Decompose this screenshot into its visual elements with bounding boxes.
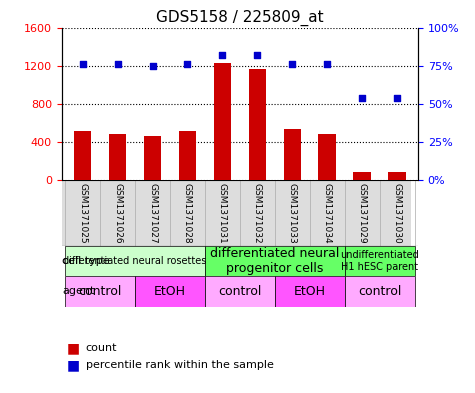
Text: EtOH: EtOH [154,285,186,298]
Title: GDS5158 / 225809_at: GDS5158 / 225809_at [156,10,323,26]
Bar [109,134,126,180]
Point [393,95,401,101]
Bar [135,276,205,307]
Text: cell type: cell type [62,256,110,266]
Text: GSM1371028: GSM1371028 [183,184,192,244]
Text: ■: ■ [66,341,80,355]
Bar [353,172,371,180]
Bar [275,276,345,307]
Text: undifferentiated
H1 hESC parent: undifferentiated H1 hESC parent [340,250,419,272]
Text: differentiated neural
progenitor cells: differentiated neural progenitor cells [210,247,340,275]
Text: EtOH: EtOH [294,285,326,298]
Text: GSM1371030: GSM1371030 [392,184,401,244]
Text: GSM1371032: GSM1371032 [253,184,262,244]
Bar [179,132,196,180]
Bar [345,246,415,276]
Text: ■: ■ [66,358,80,373]
Bar [214,63,231,180]
Bar [65,246,205,276]
Text: control: control [78,285,122,298]
Bar [74,130,91,180]
Text: GSM1371027: GSM1371027 [148,184,157,244]
Bar [65,276,135,307]
Point [79,61,86,67]
Text: GSM1371031: GSM1371031 [218,184,227,244]
Text: differentiated neural rosettes: differentiated neural rosettes [63,256,207,266]
Text: GSM1371033: GSM1371033 [288,184,297,244]
Point [254,52,261,58]
Text: GSM1371026: GSM1371026 [113,184,122,244]
Bar [248,68,266,180]
Point [323,61,331,67]
Point [149,62,156,69]
Bar [144,136,162,180]
Text: agent: agent [62,286,95,296]
Text: control: control [358,285,401,298]
Bar [205,246,345,276]
Text: control: control [218,285,262,298]
Point [288,61,296,67]
Point [114,61,122,67]
Text: GSM1371029: GSM1371029 [358,184,367,244]
Point [184,61,191,67]
Bar [345,276,415,307]
Point [358,95,366,101]
Bar [205,276,275,307]
Text: GSM1371034: GSM1371034 [323,184,332,244]
Text: GSM1371025: GSM1371025 [78,184,87,244]
Point [218,52,226,58]
Bar [318,134,336,180]
Text: count: count [86,343,117,353]
Bar [389,171,406,180]
Bar [284,129,301,180]
Text: percentile rank within the sample: percentile rank within the sample [86,360,274,371]
